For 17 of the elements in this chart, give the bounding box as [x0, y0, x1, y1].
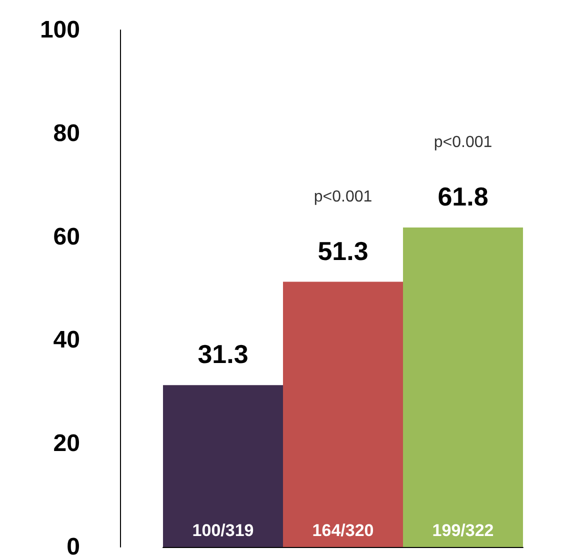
data-label: 31.3 — [198, 339, 248, 370]
bar — [163, 385, 283, 547]
y-tick-label: 20 — [53, 430, 80, 458]
y-tick-label: 0 — [66, 534, 80, 559]
annotation: p<0.001 — [434, 134, 492, 151]
y-tick-label: 80 — [53, 120, 80, 147]
x-tick-label: 164/320 — [312, 521, 374, 540]
x-tick-label: 199/322 — [432, 521, 494, 540]
bar — [403, 227, 523, 547]
bar — [283, 282, 403, 547]
data-label: 61.8 — [438, 181, 488, 212]
annotation: p<0.001 — [314, 188, 372, 206]
y-tick-label: 40 — [53, 326, 80, 354]
y-tick-label: 60 — [53, 223, 80, 250]
data-label: 51.3 — [318, 236, 368, 266]
y-tick-label: 100 — [40, 16, 80, 44]
x-tick-label: 100/319 — [192, 521, 254, 540]
